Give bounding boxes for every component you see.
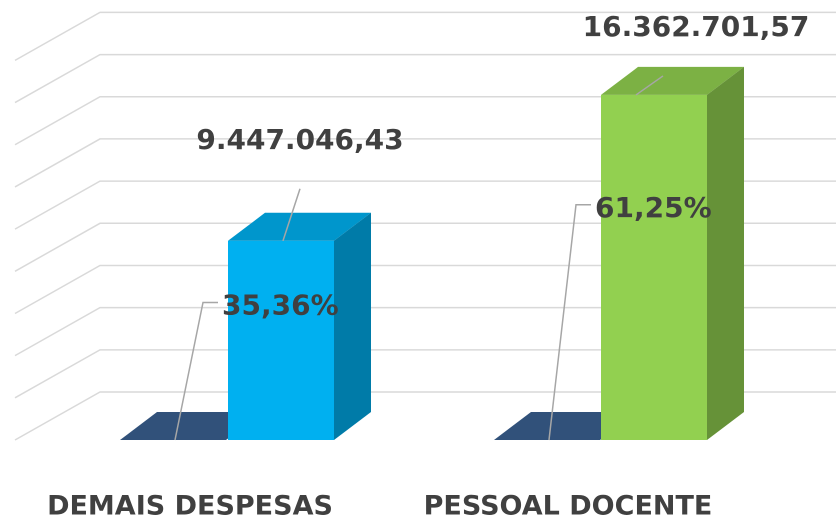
bar-top [120, 411, 263, 440]
value-label: 61,25% [595, 191, 712, 224]
grid-line [14, 138, 836, 188]
value-label: 9.447.046,43 [196, 123, 403, 156]
bar [601, 66, 744, 440]
grid-line [14, 53, 836, 104]
grid-line [14, 180, 836, 230]
leader-line [174, 301, 218, 441]
value-label: 35,36% [222, 289, 339, 322]
grid-line [14, 222, 836, 272]
bar-side [334, 212, 371, 440]
bar-front [601, 94, 707, 440]
bar-top [228, 212, 371, 241]
grid-line [14, 11, 836, 62]
grid-line [14, 306, 836, 357]
bar-side [707, 66, 744, 440]
bar-top [601, 66, 744, 95]
leader-line [635, 75, 664, 96]
bar-front [228, 240, 334, 440]
grid-line [14, 391, 836, 441]
x-tick-label: DEMAIS DESPESAS [47, 491, 333, 522]
grid-line [14, 96, 836, 146]
x-tick-label: PESSOAL DOCENTE [424, 491, 713, 522]
leader-line [282, 188, 301, 242]
value-label: 16.362.701,57 [583, 10, 810, 43]
leader-line [548, 204, 591, 441]
grid-line [14, 349, 836, 399]
grid-line [14, 264, 836, 315]
bar [228, 212, 371, 440]
